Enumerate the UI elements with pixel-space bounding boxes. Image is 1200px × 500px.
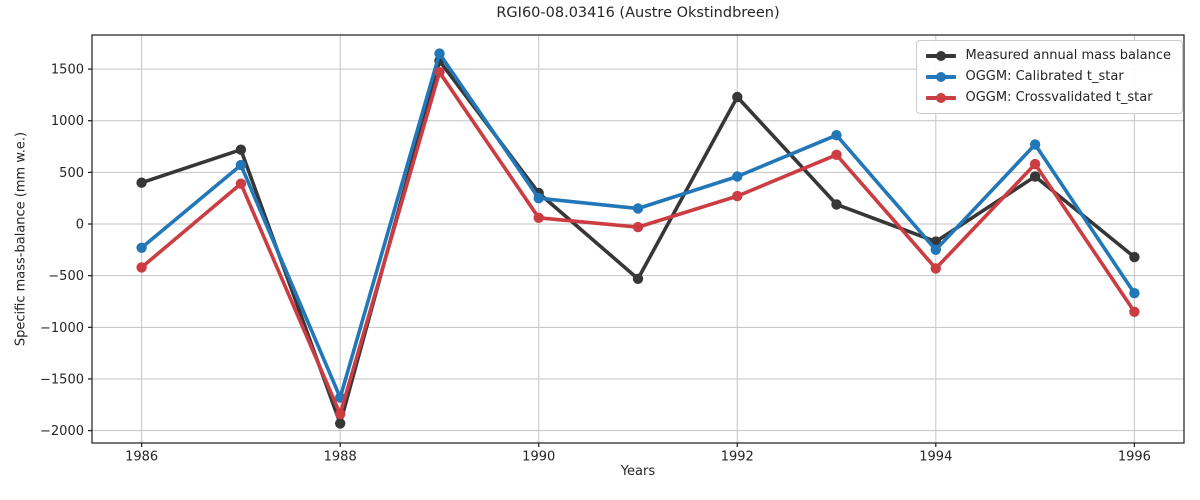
data-point — [136, 242, 147, 253]
legend-label-crossvalidated: OGGM: Crossvalidated t_star — [965, 90, 1153, 105]
x-tick-label: 1994 — [919, 450, 952, 465]
series-line-2 — [139, 70, 1137, 416]
data-point — [136, 177, 147, 188]
series-line-0 — [139, 58, 1137, 426]
data-point — [732, 91, 743, 103]
data-point — [1129, 251, 1140, 263]
data-point — [1029, 158, 1041, 170]
legend-marker-calibrated-icon — [936, 72, 947, 82]
y-tick-label: −1500 — [40, 372, 84, 387]
y-tick-label: −2000 — [40, 424, 84, 439]
data-point — [831, 130, 842, 141]
plot-border — [91, 34, 1185, 444]
y-tick-label: 1500 — [51, 63, 84, 78]
legend-line-measured-icon — [926, 51, 957, 61]
data-point — [732, 171, 743, 182]
data-point — [235, 178, 247, 189]
x-tick-label: 1996 — [1118, 450, 1151, 465]
legend: Measured annual mass balance OGGM: Calib… — [916, 40, 1183, 114]
data-point — [632, 221, 644, 233]
y-tick-label: 500 — [59, 166, 84, 181]
data-point — [335, 418, 346, 429]
chart-title: RGI60-08.03416 (Austre Okstindbreen) — [496, 5, 780, 21]
data-point — [1029, 139, 1041, 150]
y-tick-label: −500 — [48, 269, 84, 284]
data-point — [831, 149, 842, 160]
legend-marker-crossvalidated-icon — [936, 93, 947, 103]
data-point — [831, 199, 842, 210]
data-point — [1029, 171, 1041, 182]
x-tick-label: 1986 — [125, 450, 158, 465]
x-axis-label: Years — [620, 464, 656, 479]
data-point — [930, 263, 941, 274]
x-tick-label: 1992 — [721, 450, 754, 465]
data-point — [1129, 288, 1140, 299]
data-point — [434, 48, 445, 59]
data-point — [136, 262, 147, 273]
y-tick-label: 0 — [76, 218, 84, 233]
data-point — [930, 244, 941, 255]
x-tick-label: 1990 — [522, 450, 555, 465]
legend-marker-measured-icon — [936, 51, 947, 61]
legend-line-calibrated-icon — [926, 72, 957, 82]
data-point — [235, 144, 247, 155]
data-point — [1129, 306, 1140, 317]
legend-label-calibrated: OGGM: Calibrated t_star — [965, 69, 1124, 84]
data-point — [632, 203, 644, 214]
legend-label-measured: Measured annual mass balance — [965, 48, 1171, 63]
x-tick-label: 1988 — [324, 450, 357, 465]
data-point — [533, 212, 544, 223]
data-point — [533, 193, 544, 204]
data-point — [732, 190, 743, 202]
y-tick-label: 1000 — [51, 114, 84, 129]
data-point — [632, 273, 644, 284]
data-point — [235, 159, 247, 171]
data-point — [335, 408, 346, 420]
legend-item-crossvalidated: OGGM: Crossvalidated t_star — [926, 90, 1171, 106]
legend-item-measured: Measured annual mass balance — [926, 48, 1171, 64]
legend-line-crossvalidated-icon — [926, 93, 957, 103]
y-tick-label: −1000 — [40, 321, 84, 336]
data-point — [434, 67, 445, 78]
legend-item-calibrated: OGGM: Calibrated t_star — [926, 69, 1171, 85]
